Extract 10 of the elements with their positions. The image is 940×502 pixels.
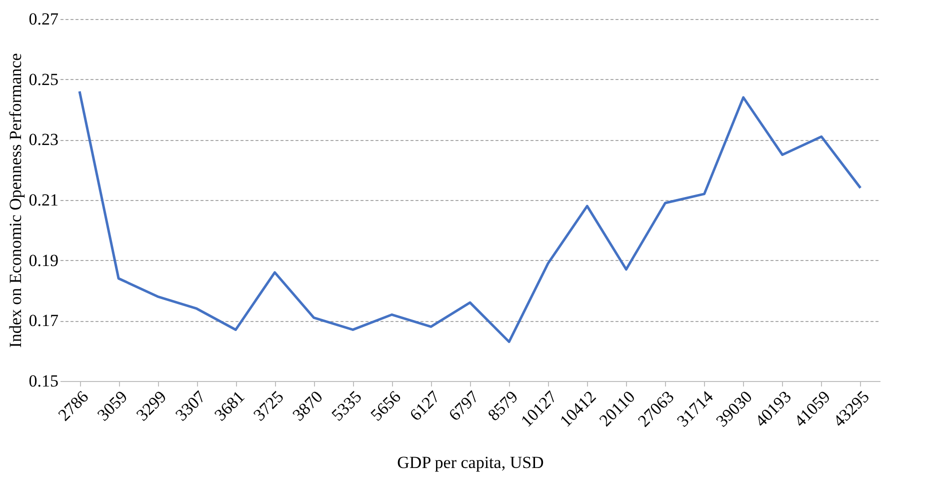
- y-tick-label: 0.25: [28, 70, 58, 89]
- x-axis-title: GDP per capita, USD: [397, 452, 544, 472]
- line-series: [78, 90, 862, 344]
- y-tick-label: 0.15: [28, 372, 58, 390]
- y-tick-label: 0.23: [28, 130, 58, 150]
- y-tick-label: 0.17: [28, 311, 59, 330]
- y-tick-label: 0.21: [28, 190, 58, 210]
- y-tick-label: 0.27: [28, 10, 59, 28]
- y-axis-title: Index on Economic Openness Performance: [6, 53, 25, 348]
- y-tick-label: 0.19: [28, 250, 58, 270]
